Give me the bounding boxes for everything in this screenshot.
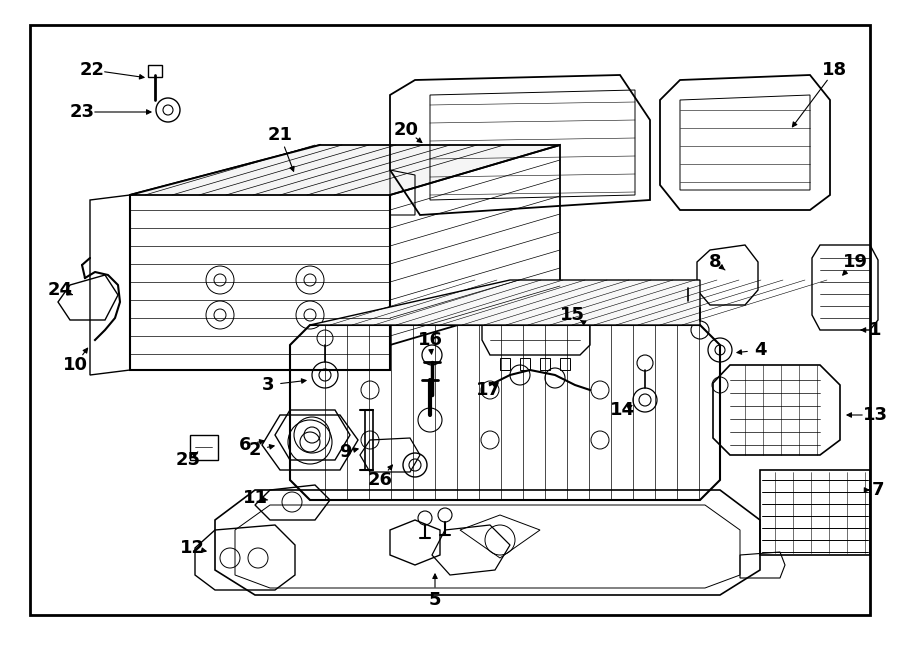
Text: 9: 9 (338, 443, 351, 461)
Text: 16: 16 (418, 331, 443, 349)
Text: 13: 13 (862, 406, 887, 424)
Text: 24: 24 (48, 281, 73, 299)
Text: 14: 14 (609, 401, 634, 419)
Text: 11: 11 (242, 489, 267, 507)
Text: 17: 17 (475, 381, 500, 399)
Polygon shape (130, 145, 560, 195)
Text: 7: 7 (872, 481, 884, 499)
Text: 20: 20 (393, 121, 419, 139)
Text: 22: 22 (79, 61, 104, 79)
Text: 3: 3 (262, 376, 274, 394)
Text: 10: 10 (62, 356, 87, 374)
Text: 8: 8 (708, 253, 721, 271)
Text: 6: 6 (238, 436, 251, 454)
Polygon shape (310, 280, 700, 325)
Text: 26: 26 (367, 471, 392, 489)
Text: 12: 12 (179, 539, 204, 557)
Text: 19: 19 (842, 253, 868, 271)
Text: 18: 18 (823, 61, 848, 79)
Text: 5: 5 (428, 591, 441, 609)
Text: 21: 21 (267, 126, 293, 144)
Text: 4: 4 (754, 341, 766, 359)
Text: 1: 1 (868, 321, 881, 339)
Text: 15: 15 (560, 306, 584, 324)
Text: 23: 23 (69, 103, 94, 121)
Text: 25: 25 (176, 451, 201, 469)
Text: 2: 2 (248, 441, 261, 459)
